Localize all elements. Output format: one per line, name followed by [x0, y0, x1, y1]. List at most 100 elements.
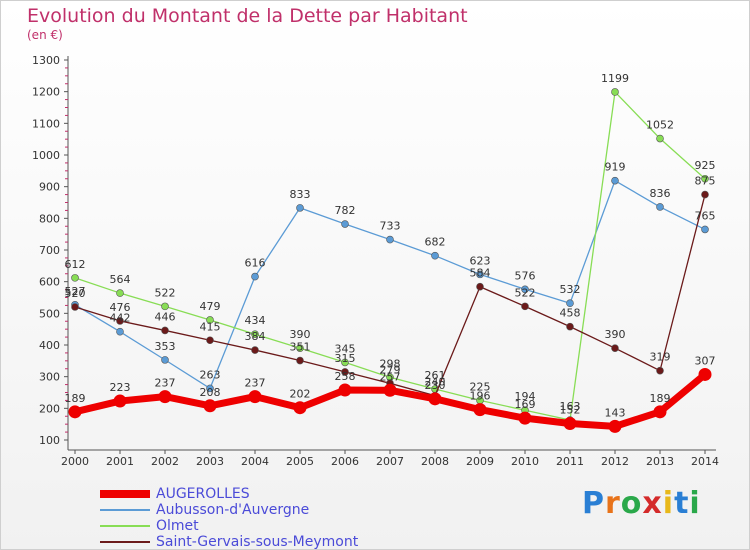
- data-point: [521, 285, 529, 294]
- legend-item: AUGEROLLES: [100, 486, 358, 502]
- data-label: 163: [560, 400, 581, 413]
- y-tick-label: 300: [39, 371, 60, 384]
- legend-label: Olmet: [156, 518, 199, 534]
- data-label: 576: [515, 269, 536, 282]
- logo-letter: i: [662, 486, 675, 521]
- data-label: 345: [335, 342, 356, 355]
- x-tick-label: 2003: [196, 455, 224, 468]
- data-label: 833: [290, 188, 311, 201]
- data-point: [473, 403, 487, 417]
- data-label: 564: [110, 273, 131, 286]
- data-label: 1052: [646, 119, 674, 132]
- data-point: [608, 419, 622, 433]
- logo-letter: i: [689, 486, 701, 521]
- data-label: 458: [560, 307, 581, 320]
- data-label: 782: [335, 204, 356, 217]
- legend-swatch: [100, 541, 150, 543]
- data-point: [653, 405, 667, 419]
- data-point: [563, 417, 577, 431]
- data-label: 319: [650, 351, 671, 364]
- data-label: 527: [65, 285, 86, 298]
- data-point: [71, 303, 79, 311]
- y-tick-label: 500: [39, 307, 60, 320]
- logo-letter: x: [642, 486, 663, 521]
- data-point: [161, 356, 169, 364]
- data-label: 476: [110, 301, 131, 314]
- x-tick-label: 2007: [376, 455, 404, 468]
- data-label: 390: [290, 328, 311, 341]
- data-point: [431, 251, 439, 260]
- data-point: [566, 299, 574, 308]
- data-label: 230: [425, 379, 446, 392]
- data-label: 616: [245, 257, 266, 270]
- data-label: 189: [65, 392, 86, 405]
- legend-item: Aubusson-d'Auvergne: [100, 502, 358, 518]
- data-point: [116, 289, 124, 297]
- data-label: 925: [695, 159, 716, 172]
- data-point: [701, 225, 709, 234]
- data-point: [518, 411, 532, 425]
- legend-label: Aubusson-d'Auvergne: [156, 502, 310, 518]
- x-tick-label: 2008: [421, 455, 449, 468]
- y-tick-label: 1000: [32, 149, 60, 162]
- data-point: [71, 274, 79, 282]
- data-label: 446: [155, 310, 176, 323]
- data-point: [476, 282, 484, 291]
- data-point: [521, 302, 529, 311]
- data-label: 169: [515, 398, 536, 411]
- data-label: 298: [380, 357, 401, 370]
- y-tick-label: 100: [39, 434, 60, 447]
- data-point: [116, 317, 124, 325]
- data-point: [338, 383, 352, 397]
- data-point: [701, 190, 709, 199]
- y-tick-label: 400: [39, 339, 60, 352]
- data-point: [701, 174, 709, 183]
- data-label: 351: [290, 341, 311, 354]
- data-label: 257: [380, 370, 401, 383]
- logo-letter: P: [582, 486, 605, 521]
- legend-item: Saint-Gervais-sous-Meymont: [100, 534, 358, 550]
- data-point: [251, 272, 259, 281]
- x-tick-label: 2002: [151, 455, 179, 468]
- data-point: [206, 316, 214, 324]
- y-tick-label: 200: [39, 402, 60, 415]
- data-label: 261: [425, 369, 446, 382]
- data-label: 733: [380, 220, 401, 233]
- data-label: 143: [605, 406, 626, 419]
- data-label: 384: [245, 330, 266, 343]
- legend-label: Saint-Gervais-sous-Meymont: [156, 534, 359, 550]
- data-label: 532: [560, 283, 581, 296]
- data-label: 307: [695, 354, 716, 367]
- data-point: [161, 302, 169, 311]
- x-tick-label: 2006: [331, 455, 359, 468]
- data-point: [158, 390, 172, 404]
- data-label: 623: [470, 254, 491, 267]
- legend-label: AUGEROLLES: [156, 486, 250, 502]
- logo-letter: t: [674, 486, 690, 521]
- data-point: [341, 368, 349, 376]
- data-label: 522: [515, 286, 536, 299]
- data-label: 353: [155, 340, 176, 353]
- y-tick-label: 800: [39, 212, 60, 225]
- unit-label: (en €): [27, 28, 63, 42]
- data-label: 237: [245, 377, 266, 390]
- data-label: 520: [65, 287, 86, 300]
- data-label: 836: [650, 187, 671, 200]
- data-point: [296, 344, 304, 352]
- y-tick-label: 1200: [32, 86, 60, 99]
- y-tick-label: 1300: [32, 54, 60, 67]
- data-label: 434: [245, 314, 266, 327]
- data-point: [68, 405, 82, 419]
- data-label: 479: [200, 300, 221, 313]
- data-label: 152: [560, 404, 581, 417]
- data-point: [296, 356, 304, 365]
- data-point: [698, 367, 712, 381]
- data-point: [203, 399, 217, 413]
- data-label: 315: [335, 352, 356, 365]
- data-point: [251, 330, 259, 339]
- data-label: 1199: [601, 72, 629, 85]
- data-point: [251, 346, 259, 354]
- data-point: [116, 327, 124, 336]
- y-tick-label: 900: [39, 181, 60, 194]
